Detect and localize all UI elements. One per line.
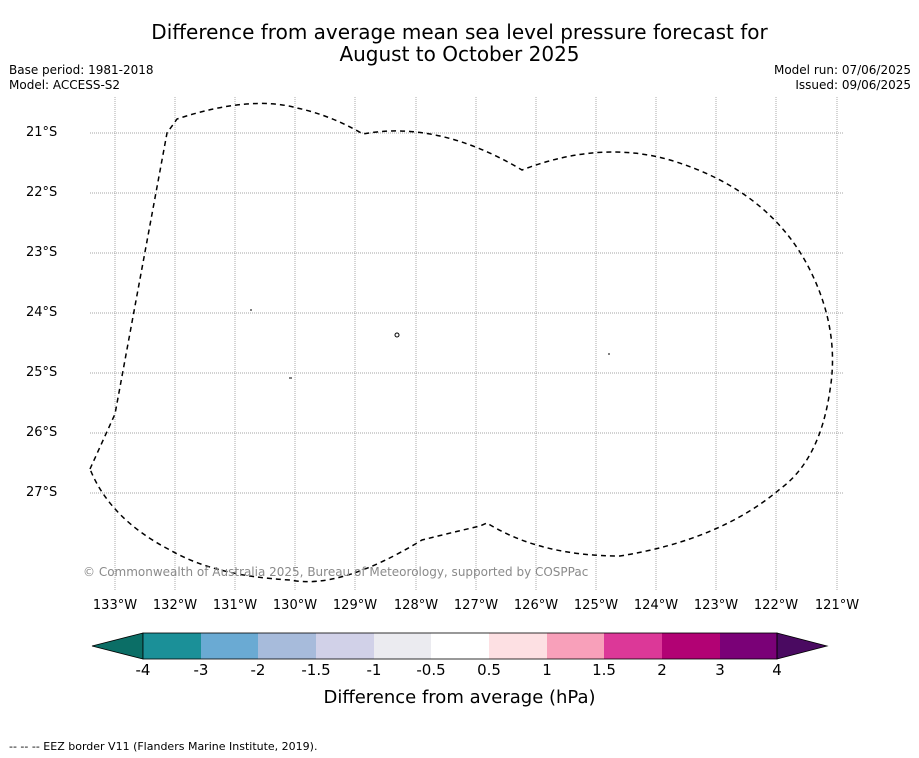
longitude-label: 125°W bbox=[573, 598, 619, 613]
longitude-label: 122°W bbox=[753, 598, 799, 613]
longitude-label: 130°W bbox=[272, 598, 318, 613]
colorbar-tick-label: 0.5 bbox=[477, 661, 501, 679]
colorbar-extend-high bbox=[776, 632, 829, 660]
meta-left: Base period: 1981-2018 Model: ACCESS-S2 bbox=[9, 63, 154, 93]
colorbar-tick-label: 1.5 bbox=[592, 661, 616, 679]
colorbar-swatch bbox=[431, 633, 489, 659]
graticule bbox=[90, 97, 843, 590]
latitude-label: 25°S bbox=[26, 365, 58, 380]
longitude-label: 126°W bbox=[513, 598, 559, 613]
meta-right: Model run: 07/06/2025 Issued: 09/06/2025 bbox=[774, 63, 911, 93]
colorbar-tick-label: -1 bbox=[366, 661, 382, 679]
footer-legend: -- -- -- EEZ border V11 (Flanders Marine… bbox=[9, 740, 318, 753]
colorbar-swatch bbox=[720, 633, 777, 659]
map-panel bbox=[89, 97, 843, 590]
copyright-notice: © Commonwealth of Australia 2025, Bureau… bbox=[83, 565, 589, 579]
latitude-label: 23°S bbox=[26, 245, 58, 260]
colorbar-tick-label: 3 bbox=[715, 661, 725, 679]
latitude-label: 21°S bbox=[26, 125, 58, 140]
island bbox=[394, 332, 400, 338]
colorbar-swatch bbox=[143, 633, 201, 659]
model-name: Model: ACCESS-S2 bbox=[9, 78, 121, 92]
latitude-label: 26°S bbox=[26, 425, 58, 440]
chart-title-line2: August to October 2025 bbox=[339, 42, 580, 66]
colorbar-swatch bbox=[201, 633, 258, 659]
longitude-label: 123°W bbox=[693, 598, 739, 613]
colorbar-tick-label: -1.5 bbox=[301, 661, 331, 679]
colorbar bbox=[91, 632, 829, 660]
colorbar-swatch bbox=[489, 633, 547, 659]
colorbar-tick-label: -2 bbox=[250, 661, 266, 679]
latitude-label: 24°S bbox=[26, 305, 58, 320]
latitude-label: 27°S bbox=[26, 485, 58, 500]
colorbar-outline bbox=[142, 632, 778, 660]
colorbar-tick-label: -3 bbox=[193, 661, 209, 679]
colorbar-tick-label: 1 bbox=[542, 661, 552, 679]
eez-border bbox=[89, 102, 834, 583]
longitude-label: 129°W bbox=[332, 598, 378, 613]
colorbar-swatch bbox=[316, 633, 374, 659]
colorbar-tick-label: -4 bbox=[135, 661, 151, 679]
longitude-label: 131°W bbox=[212, 598, 258, 613]
base-period: Base period: 1981-2018 bbox=[9, 63, 154, 77]
colorbar-swatch bbox=[547, 633, 604, 659]
colorbar-swatch bbox=[662, 633, 720, 659]
colorbar-swatch bbox=[604, 633, 662, 659]
islands bbox=[250, 309, 610, 379]
colorbar-tick-label: 4 bbox=[772, 661, 782, 679]
longitude-label: 133°W bbox=[92, 598, 138, 613]
colorbar-tick-label: 2 bbox=[657, 661, 667, 679]
model-run: Model run: 07/06/2025 bbox=[773, 63, 911, 77]
longitude-label: 121°W bbox=[814, 598, 860, 613]
longitude-label: 128°W bbox=[393, 598, 439, 613]
chart-title-line1: Difference from average mean sea level p… bbox=[151, 20, 768, 44]
issued-date: Issued: 09/06/2025 bbox=[795, 78, 911, 92]
colorbar-swatch bbox=[374, 633, 431, 659]
longitude-label: 132°W bbox=[152, 598, 198, 613]
latitude-label: 22°S bbox=[26, 185, 58, 200]
longitude-label: 124°W bbox=[633, 598, 679, 613]
colorbar-swatch bbox=[258, 633, 316, 659]
longitude-label: 127°W bbox=[453, 598, 499, 613]
colorbar-extend-low bbox=[91, 632, 144, 660]
colorbar-tick-label: -0.5 bbox=[416, 661, 446, 679]
colorbar-label: Difference from average (hPa) bbox=[323, 687, 596, 708]
